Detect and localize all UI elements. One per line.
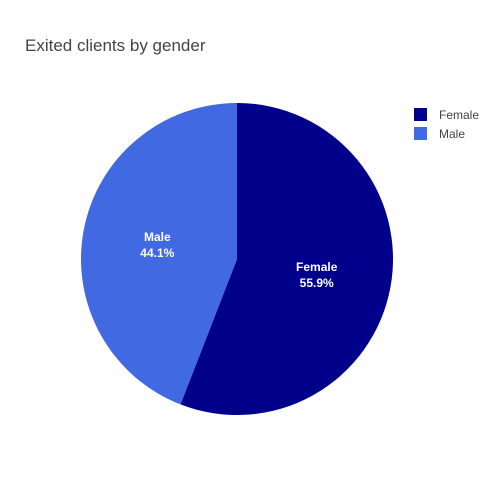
legend-swatch-male xyxy=(414,127,427,140)
slice-value-female: 55.9% xyxy=(300,276,334,290)
legend-label-male: Male xyxy=(439,127,465,141)
pie-slice-male[interactable] xyxy=(81,103,237,405)
chart-title: Exited clients by gender xyxy=(25,36,206,55)
legend-swatch-female xyxy=(414,108,427,121)
legend[interactable]: Female Male xyxy=(414,108,479,141)
slice-label-female: Female xyxy=(296,260,338,274)
slice-labels: Female 55.9% Male 44.1% xyxy=(140,230,337,290)
slice-value-male: 44.1% xyxy=(140,246,174,260)
legend-label-female: Female xyxy=(439,108,479,122)
pie-slices xyxy=(81,103,394,415)
legend-item-male[interactable]: Male xyxy=(414,127,465,141)
legend-item-female[interactable]: Female xyxy=(414,108,479,122)
pie-slice-female[interactable] xyxy=(180,103,394,415)
slice-label-male: Male xyxy=(144,230,171,244)
